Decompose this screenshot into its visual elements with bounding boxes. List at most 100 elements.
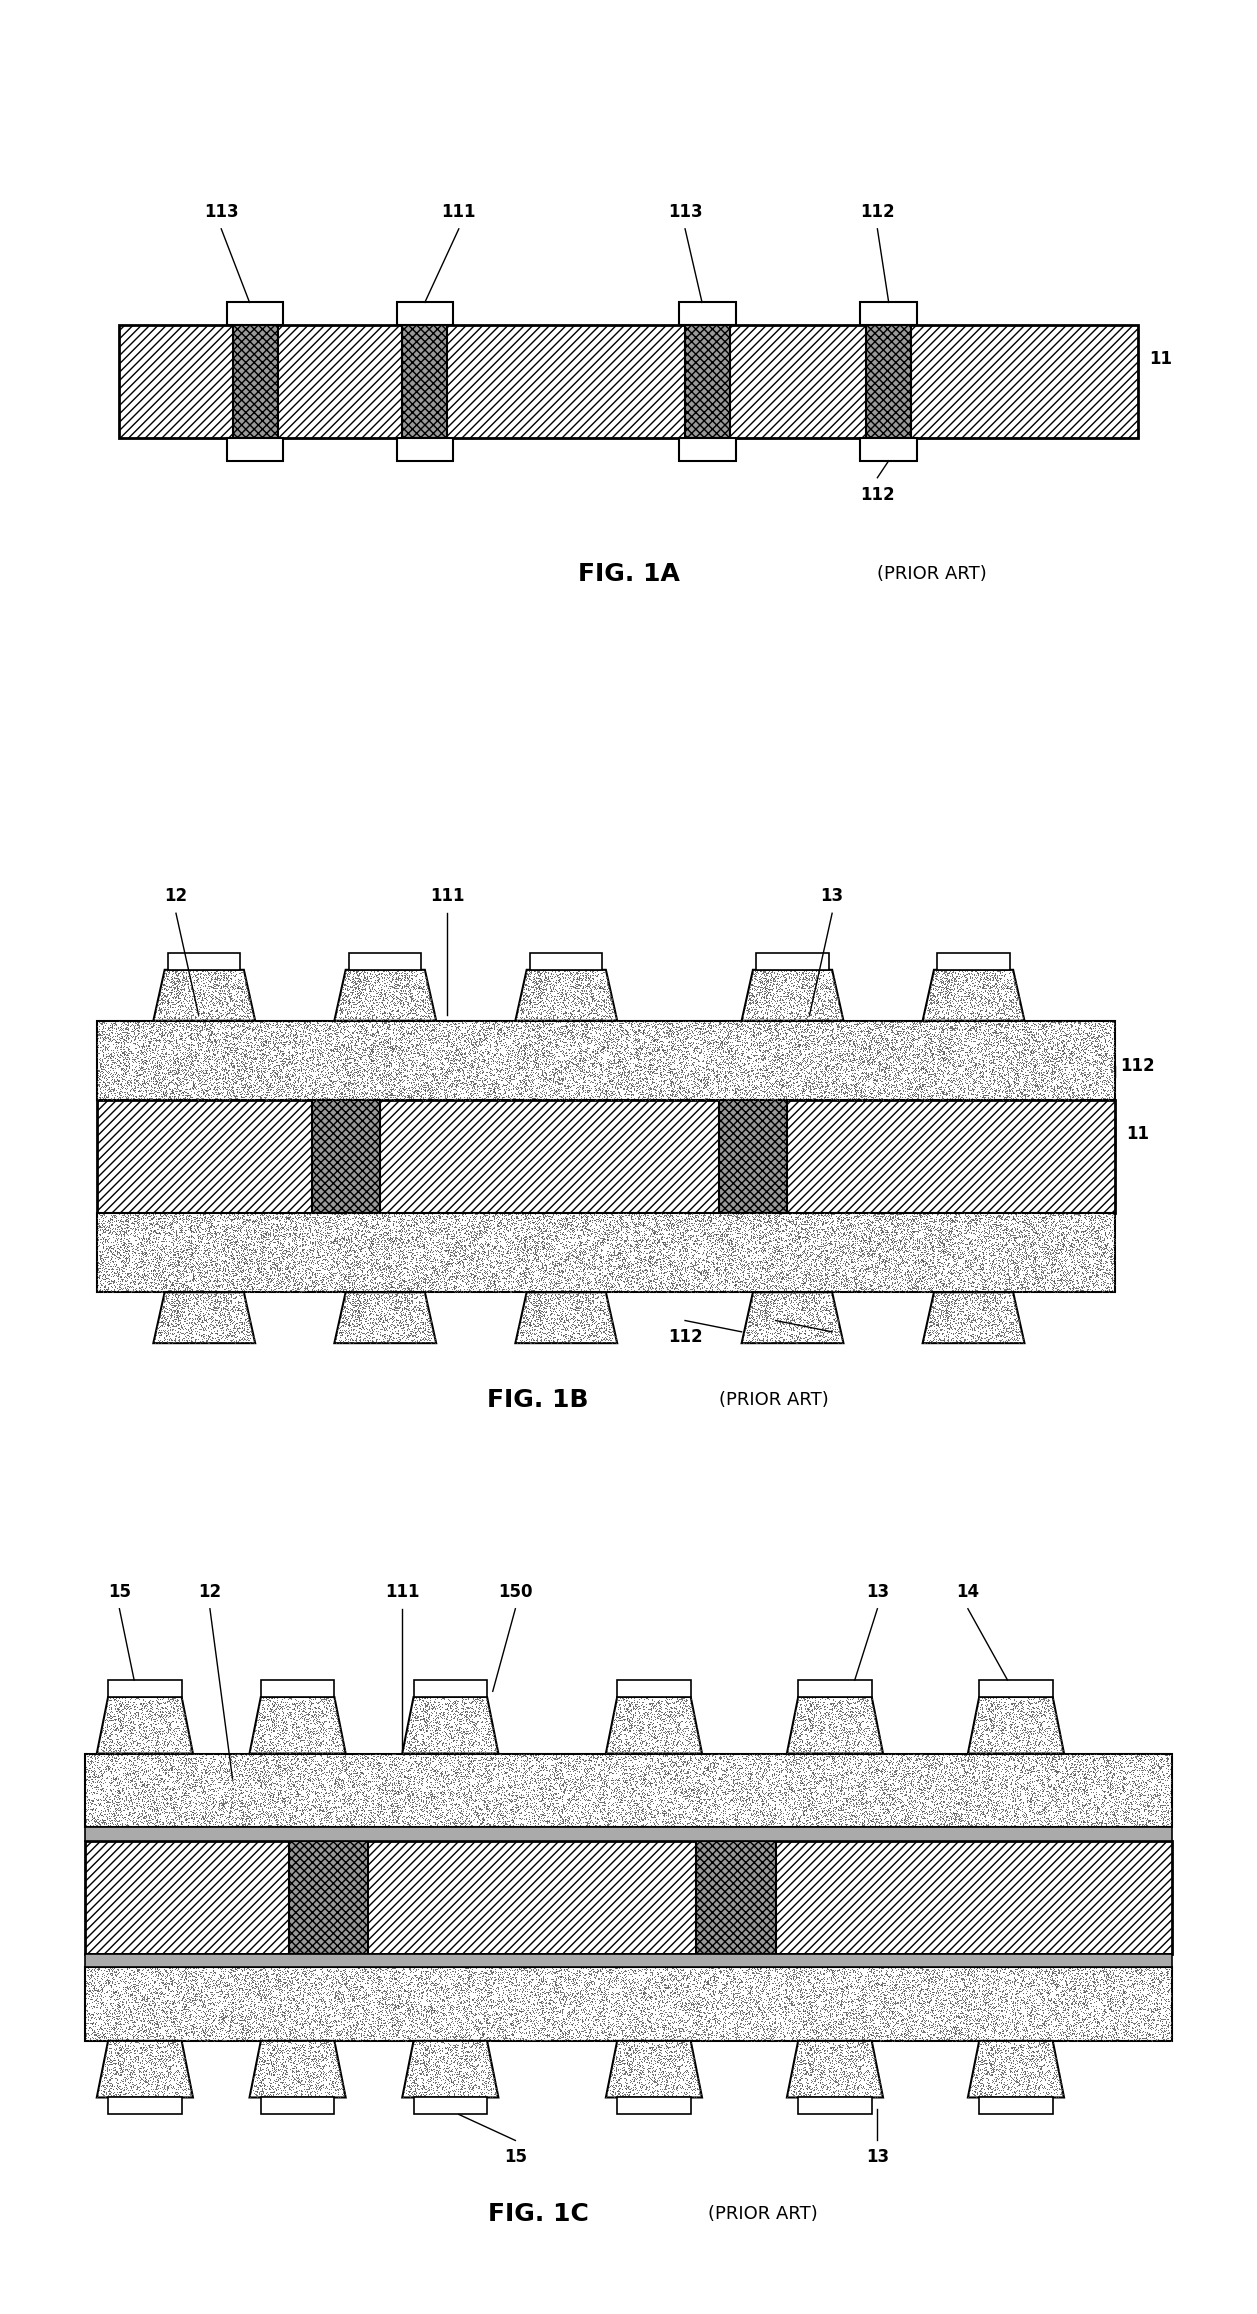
Point <box>537 1027 557 1064</box>
Point <box>166 1020 186 1057</box>
Point <box>539 2002 559 2039</box>
Point <box>184 1067 204 1104</box>
Point <box>561 1277 581 1314</box>
Point <box>152 981 172 1018</box>
Point <box>681 1009 701 1046</box>
Point <box>479 1974 499 2011</box>
Point <box>813 956 833 993</box>
Point <box>596 1023 616 1060</box>
Point <box>229 1210 249 1247</box>
Point <box>1107 1777 1128 1814</box>
Point <box>155 1689 175 1726</box>
Point <box>246 2050 266 2087</box>
Point <box>298 1044 318 1081</box>
Point <box>479 2069 499 2106</box>
Point <box>344 1064 365 1101</box>
Point <box>533 974 553 1011</box>
Point <box>409 2076 429 2113</box>
Point <box>269 1032 289 1069</box>
Point <box>309 1689 329 1726</box>
Point <box>475 2076 495 2113</box>
Point <box>985 1992 1006 2029</box>
Point <box>606 1736 626 1773</box>
Point <box>199 1793 219 1830</box>
Point <box>1007 1294 1027 1331</box>
Point <box>182 1756 202 1793</box>
Point <box>529 1215 549 1252</box>
Point <box>119 1268 140 1305</box>
Point <box>781 1032 801 1069</box>
Point <box>657 1796 678 1833</box>
Point <box>319 1201 339 1238</box>
Point <box>450 1985 470 2022</box>
Point <box>259 2006 279 2043</box>
Point <box>461 1703 481 1740</box>
Point <box>430 2015 450 2053</box>
Point <box>397 1076 417 1113</box>
Point <box>690 1254 710 1291</box>
Point <box>944 1749 964 1786</box>
Point <box>500 1793 520 1830</box>
Point <box>407 1724 427 1761</box>
Point <box>166 953 186 990</box>
Point <box>931 1307 952 1344</box>
Point <box>1070 1793 1090 1830</box>
Point <box>815 1074 835 1111</box>
Point <box>975 1213 996 1250</box>
Point <box>827 1044 847 1081</box>
Point <box>136 1037 156 1074</box>
Point <box>652 1803 672 1840</box>
Point <box>239 2015 259 2053</box>
Point <box>812 1263 832 1300</box>
Point <box>737 1034 757 1071</box>
Point <box>1006 1247 1026 1284</box>
Point <box>196 1324 216 1361</box>
Point <box>1097 1745 1117 1782</box>
Point <box>865 1011 885 1048</box>
Point <box>470 1763 490 1800</box>
Point <box>217 1081 238 1118</box>
Point <box>827 1773 847 1810</box>
Point <box>224 1231 244 1268</box>
Point <box>1046 1233 1066 1270</box>
Point <box>191 1960 211 1997</box>
Point <box>979 1307 999 1344</box>
Point <box>700 1756 720 1793</box>
Point <box>269 1270 289 1307</box>
Point <box>1066 1245 1086 1282</box>
Point <box>895 1231 915 1268</box>
Point <box>502 1067 522 1104</box>
Point <box>865 1064 885 1101</box>
Point <box>974 1037 994 1074</box>
Point <box>346 970 366 1007</box>
Point <box>152 1962 172 1999</box>
Point <box>157 1060 177 1097</box>
Point <box>476 2059 497 2096</box>
Point <box>947 2022 967 2059</box>
Point <box>793 1988 813 2025</box>
Point <box>581 1951 601 1988</box>
Point <box>1080 1958 1100 1995</box>
Point <box>499 1807 519 1844</box>
Point <box>798 1213 818 1250</box>
Point <box>197 1263 217 1300</box>
Point <box>704 1740 724 1777</box>
Point <box>287 1020 307 1057</box>
Point <box>133 1685 153 1722</box>
Point <box>505 1793 525 1830</box>
Point <box>107 1710 127 1747</box>
Point <box>236 2015 256 2053</box>
Point <box>412 2006 432 2043</box>
Point <box>755 1948 776 1985</box>
Point <box>406 1240 426 1277</box>
Point <box>231 1074 251 1111</box>
Point <box>635 1992 655 2029</box>
Point <box>979 972 999 1009</box>
Point <box>1007 1057 1027 1095</box>
Point <box>706 1023 727 1060</box>
Point <box>1134 1981 1154 2018</box>
Point <box>556 1201 576 1238</box>
Point <box>993 1779 1013 1816</box>
Point <box>611 1203 631 1240</box>
Point <box>142 2036 162 2073</box>
